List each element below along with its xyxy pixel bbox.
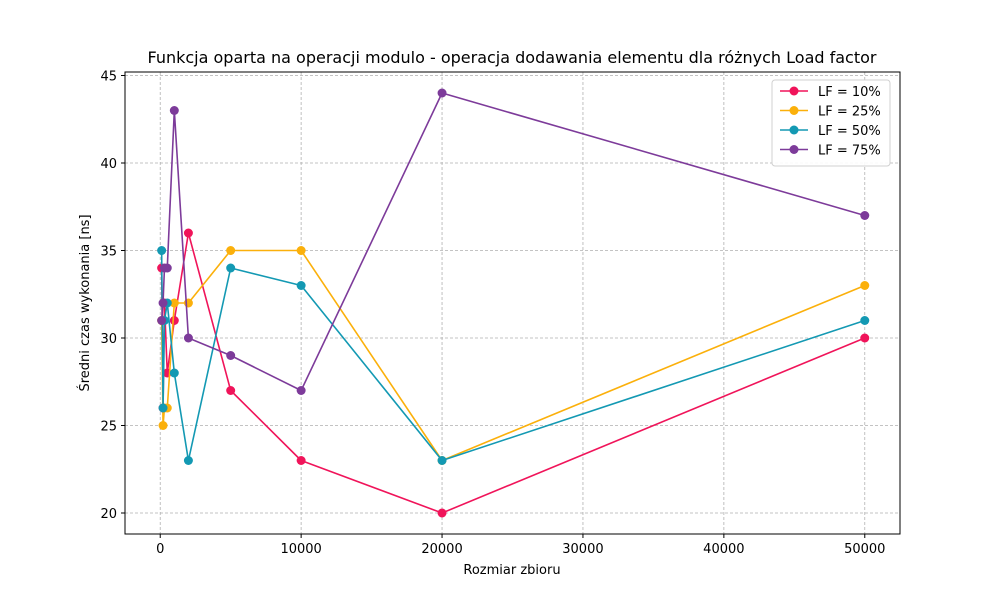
series-3 [157,246,870,465]
data-point [169,298,179,308]
data-point [860,333,870,343]
legend-item: LF = 50% [780,124,881,139]
y-tick-label: 35 [100,245,117,260]
data-point [860,211,870,220]
legend-box [771,79,891,167]
data-point [158,403,168,413]
x-axis-ticks: 0 10000 20000 30000 40000 50000 [156,534,885,557]
data-point [226,246,236,255]
series-line [160,250,866,462]
x-tick-label: 0 [156,542,164,557]
data-point [157,316,167,325]
x-tick-label: 10000 [280,542,321,557]
legend-marker [789,125,799,135]
legend-marker [789,145,799,154]
y-tick-label: 40 [100,157,117,172]
legend-label: LF = 25% [818,105,881,120]
data-point [183,333,193,343]
y-tick-label: 30 [100,332,117,347]
series-line [160,249,866,462]
series-layer [157,88,870,518]
legend-item: LF = 10% [780,85,881,100]
data-point [157,246,167,255]
y-axis-ticks: 20 25 30 35 40 45 [100,70,125,522]
data-point [183,456,193,465]
legend-label: LF = 75% [818,144,881,159]
x-tick-label: 40000 [703,542,744,557]
y-axis-label: Średni czas wykonania [ns] [77,214,93,391]
x-tick-label: 20000 [421,542,462,557]
data-point [226,386,236,395]
legend-marker [789,86,799,96]
chart-title: Funkcja oparta na operacji modulo - oper… [148,48,877,67]
data-point [437,456,447,465]
data-point [158,298,168,308]
data-point [169,368,179,378]
data-point [169,316,179,325]
y-tick-label: 25 [100,420,117,435]
legend-item: LF = 75% [780,144,881,159]
plot-frame [124,71,901,535]
data-point [296,386,306,395]
legend: LF = 10% LF = 25% LF = 50% LF = 75% [771,79,891,167]
data-point [437,508,447,518]
data-point [296,456,306,465]
legend-marker [789,106,799,115]
data-point [226,263,236,273]
data-point [860,316,870,325]
data-point [296,246,306,255]
legend-item: LF = 25% [780,105,881,120]
data-point [158,421,168,430]
x-tick-label: 30000 [562,542,603,557]
data-point [860,281,870,290]
y-tick-label: 45 [100,70,117,85]
legend-label: LF = 10% [818,85,881,100]
series-4 [157,88,870,395]
data-point [296,281,306,290]
y-tick-label: 20 [100,507,117,522]
x-tick-label: 50000 [844,542,885,557]
data-point [169,106,179,115]
grid-lines [125,72,900,534]
legend-label: LF = 50% [818,124,881,139]
data-point [183,228,193,238]
series-line [160,92,865,392]
data-point [226,351,236,360]
x-axis-label: Rozmiar zbioru [463,563,560,578]
data-point [437,88,447,98]
data-point [162,263,172,273]
